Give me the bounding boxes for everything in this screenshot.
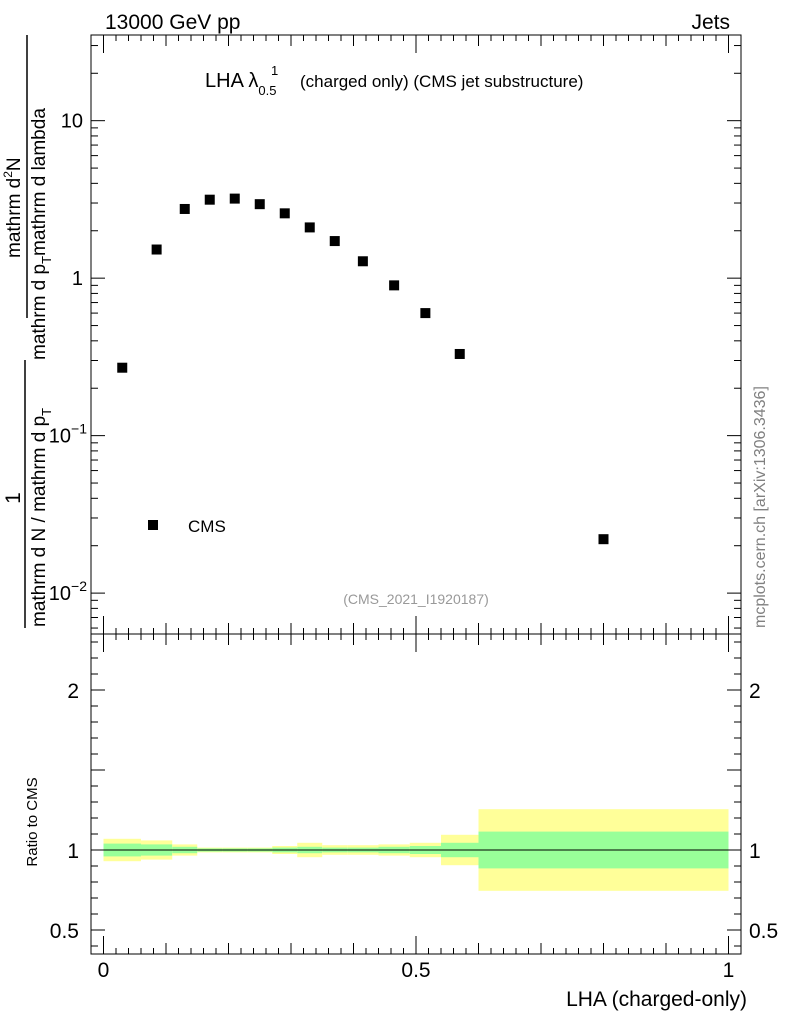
ratio-y-tick-label: 0.5 [50, 920, 79, 943]
header-left: 13000 GeV pp [105, 11, 240, 34]
x-tick-label: 0.5 [401, 959, 430, 982]
header-right: Jets [691, 11, 730, 34]
y-label-lower-1: mathrm d p [29, 264, 50, 360]
data-point [598, 534, 609, 545]
watermark: mcplots.cern.ch [arXiv:1306.3436] [752, 386, 769, 628]
y-label-upper: mathrm d2N [1, 157, 25, 258]
y-label-upper-2: N [4, 157, 25, 171]
data-point [151, 244, 162, 255]
data-markers [117, 193, 609, 545]
y-label-denominator: mathrm d N / mathrm d pT [29, 408, 54, 627]
y-label-denominator-text: mathrm d N / mathrm d p [29, 416, 50, 627]
y-label-lower: mathrm d pTmathrm d lambda [29, 108, 54, 360]
data-point [179, 203, 190, 214]
x-axis-ticks: 0 0.5 1 [98, 35, 735, 982]
data-point [229, 193, 240, 204]
ratio-axis-ticks: 0.5 0.5 1 1 2 2 [50, 641, 778, 947]
ratio-y-tick-label-right: 0.5 [749, 920, 778, 943]
data-point [304, 222, 315, 233]
plot-title-rest: (charged only) (CMS jet substructure) [300, 72, 583, 91]
y-label-one: 1 [2, 492, 25, 504]
y-label-upper-sup: 2 [1, 171, 15, 178]
ratio-y-tick-label-right: 1 [749, 840, 761, 863]
main-panel-frame [90, 34, 742, 635]
x-tick-label: 0 [98, 959, 110, 982]
y-axis-label: 1 mathrm d N / mathrm d pT mathrm d2N ma… [1, 35, 54, 628]
legend-label: CMS [188, 517, 226, 536]
plot-title: LHA λ0.5 [205, 70, 276, 98]
main-axis-ticks: 10−2 10−1 1 10 [49, 45, 741, 629]
ratio-axis-label: Ratio to CMS [24, 777, 41, 866]
y-label-denominator-sub: T [39, 408, 54, 416]
y-label-upper-1: mathrm d [4, 178, 25, 258]
legend-marker [148, 520, 158, 530]
ratio-y-tick-label-right: 2 [749, 680, 761, 703]
x-axis-label: LHA (charged-only) [566, 988, 747, 1011]
ratio-panel-frame [90, 633, 742, 955]
data-point [420, 308, 431, 319]
data-point [357, 256, 368, 267]
y-tick-label: 1 [72, 268, 83, 290]
data-point [117, 362, 128, 373]
y-tick-label: 10−2 [49, 578, 87, 605]
analysis-id: (CMS_2021_I1920187) [343, 591, 489, 607]
data-point [254, 199, 265, 210]
x-tick-label: 1 [723, 959, 735, 982]
plot-title-sup: 1 [271, 63, 278, 78]
data-point [204, 194, 215, 205]
ratio-y-tick-label: 2 [67, 680, 79, 703]
y-label-lower-sub: T [39, 256, 54, 264]
plot-title-sub: 0.5 [258, 83, 276, 98]
ratio-y-tick-label: 1 [67, 840, 79, 863]
plot-title-main: LHA λ [205, 70, 258, 92]
data-point [389, 280, 400, 291]
y-tick-label: 10 [61, 111, 83, 133]
data-point [329, 236, 340, 247]
y-tick-label: 10−1 [49, 421, 87, 448]
data-point [279, 208, 290, 219]
y-label-lower-2: mathrm d lambda [29, 108, 50, 256]
data-point [454, 348, 465, 359]
